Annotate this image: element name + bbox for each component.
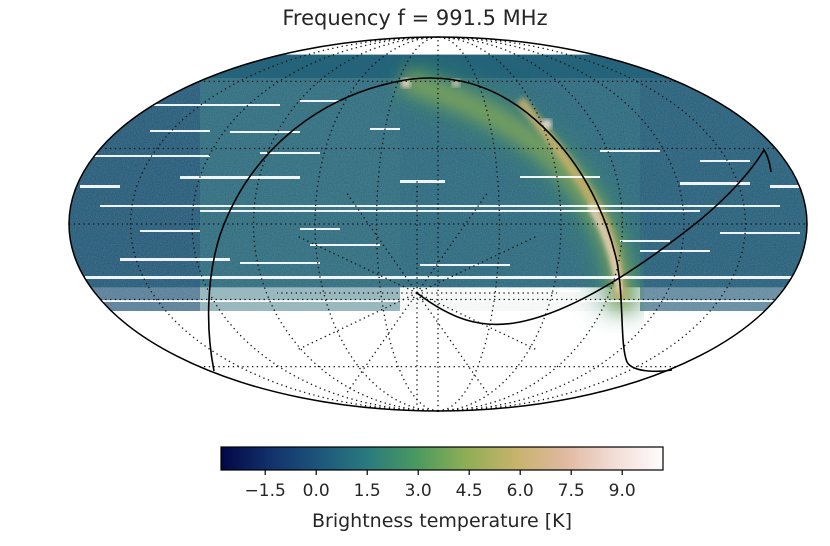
rfi-stripe (200, 210, 700, 212)
colorbar (220, 446, 664, 471)
colorbar-tick-label: 1.5 (354, 481, 381, 501)
graticule-radial (346, 193, 418, 294)
rfi-stripe (680, 182, 750, 185)
rfi-stripe (140, 230, 200, 232)
graticule-radial (416, 292, 488, 393)
colorbar-label: Brightness temperature [K] (312, 510, 572, 532)
graticule-meridian (252, 36, 439, 412)
graticule-meridian (375, 36, 439, 412)
rfi-stripe (80, 185, 120, 188)
rfi-stripe (770, 185, 805, 188)
rfi-stripe (700, 160, 750, 162)
rfi-stripe (580, 205, 780, 207)
rfi-stripe (600, 150, 660, 152)
rfi-stripe (90, 155, 210, 157)
graticule-meridian (437, 36, 501, 412)
graticule-meridian (437, 36, 685, 412)
rfi-stripe (470, 290, 580, 292)
graticule-radial (346, 292, 418, 393)
rfi-stripe (420, 264, 510, 266)
rfi-stripe (90, 300, 790, 302)
colorbar-ticks: −1.5 0.0 1.5 3.0 4.5 6.0 7.5 9.0 (245, 470, 636, 501)
colorbar-tick-label: 9.0 (609, 481, 636, 501)
colorbar-tick-label: 6.0 (507, 481, 534, 501)
rfi-stripe (400, 180, 445, 183)
chart-title: Frequency f = 991.5 MHz (282, 6, 548, 30)
rfi-stripe (720, 232, 800, 234)
rfi-masked-stripes (80, 100, 805, 302)
graticule-meridian (437, 36, 624, 412)
rfi-stripe (230, 131, 300, 133)
rfi-stripe (620, 240, 670, 242)
rfi-stripe (300, 228, 340, 230)
rfi-stripe (100, 104, 280, 106)
colorbar-tick-label: 3.0 (405, 481, 432, 501)
rfi-stripe (120, 258, 230, 261)
galactic-plane-line (207, 77, 673, 373)
colorbar-tick-label: 0.0 (303, 481, 330, 501)
graticule-meridian (437, 36, 562, 412)
rfi-stripe (310, 244, 380, 246)
graticule-meridian (129, 36, 439, 412)
celestial-equator-line (416, 148, 772, 326)
rfi-stripe (240, 262, 320, 264)
rfi-stripe (260, 152, 320, 154)
colorbar-tick-label: 4.5 (456, 481, 483, 501)
colorbar-tick-label: 7.5 (558, 481, 585, 501)
rfi-stripe (640, 250, 710, 252)
rfi-stripe (150, 130, 210, 132)
graticule-meridian (314, 36, 439, 412)
map-border (68, 36, 808, 412)
colorbar-tick-label: −1.5 (245, 481, 286, 501)
rfi-stripe (85, 276, 805, 279)
graticule (69, 36, 807, 412)
rfi-stripe (180, 176, 300, 179)
graticule-meridian (191, 36, 439, 412)
rfi-stripe (100, 205, 700, 207)
graticule-radial (416, 193, 488, 294)
rfi-stripe (520, 176, 600, 178)
graticule-meridian (437, 36, 747, 412)
rfi-stripe (300, 100, 340, 102)
